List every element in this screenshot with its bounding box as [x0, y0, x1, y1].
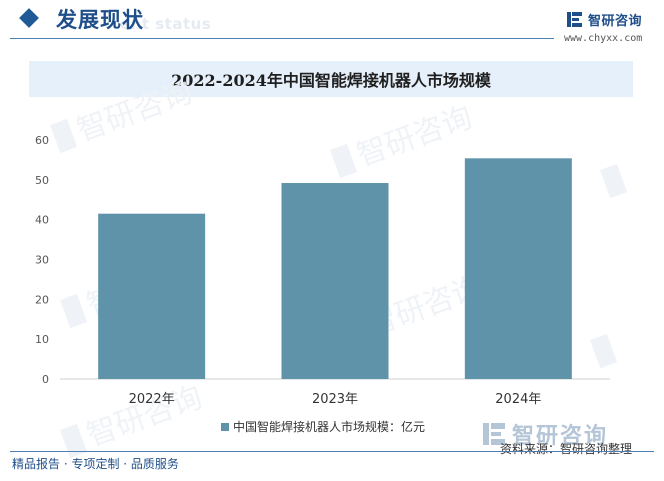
chart-legend: 中国智能焊接机器人市场规模：亿元: [221, 418, 425, 435]
section-title: 发展现状: [56, 8, 144, 32]
brand-logo-icon: [567, 11, 582, 27]
y-tick-label: 60: [35, 134, 49, 147]
brand-logo: 智研咨询: [566, 9, 642, 29]
source-logo-icon: [483, 423, 505, 445]
y-tick-label: 10: [35, 333, 49, 346]
y-tick-label: 40: [35, 214, 49, 227]
x-tick-label: 2022年: [129, 392, 175, 407]
footer-tagline: 精品报告 · 专项定制 · 品质服务: [12, 457, 179, 471]
brand-url: www.chyxx.com: [564, 33, 643, 44]
source-logo-text: 智研咨询: [512, 424, 609, 449]
bar: [464, 158, 572, 379]
bar: [98, 213, 206, 379]
chart-title-band: 2022-2024年中国智能焊接机器人市场规模: [29, 61, 633, 97]
y-tick-label: 30: [35, 254, 49, 267]
footer-divider: [10, 451, 654, 452]
brand-name: 智研咨询: [588, 13, 643, 29]
y-tick-label: 0: [42, 373, 49, 386]
x-tick-label: 2024年: [495, 392, 541, 407]
bar: [281, 183, 389, 379]
y-tick-label: 20: [35, 293, 49, 306]
legend-label: 中国智能焊接机器人市场规模：亿元: [233, 420, 426, 434]
x-tick-label: 2023年: [312, 392, 358, 407]
y-tick-label: 50: [35, 174, 49, 187]
header-divider: [10, 38, 554, 39]
report-header: ent status 发展现状 智研咨询 www.chyxx.com: [0, 0, 664, 44]
data-source-note: 资料来源：智研咨询整理: [500, 442, 633, 456]
chart-title: 2022-2024年中国智能焊接机器人市场规模: [171, 71, 491, 90]
header-subtitle-faint: ent status: [120, 15, 212, 33]
source-logo: 智研咨询: [482, 418, 608, 450]
legend-swatch: [221, 422, 229, 431]
